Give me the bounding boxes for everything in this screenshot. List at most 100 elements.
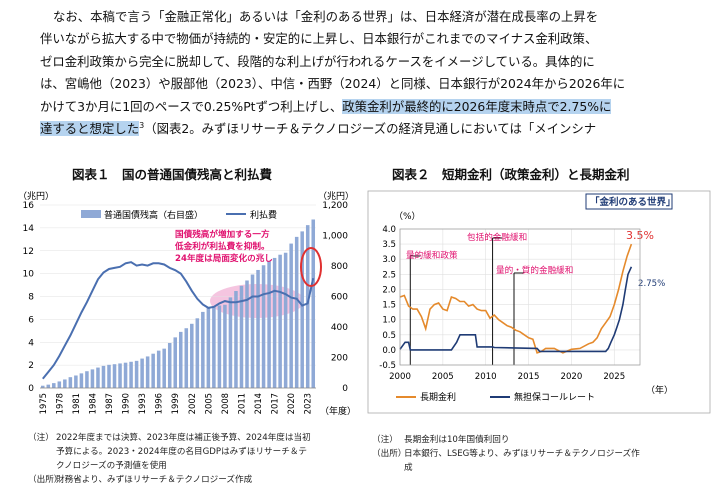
bar	[261, 265, 266, 388]
legend-bar-swatch	[81, 210, 101, 218]
y-right-tick-label: 0	[342, 384, 348, 394]
y-right-tick-label: 1,200	[322, 201, 348, 211]
y-right-tick-label: 200	[331, 354, 348, 364]
x-tick-label: 2017	[270, 393, 280, 414]
bar	[239, 285, 244, 388]
y-tick-label: 2.5	[382, 270, 396, 280]
bar	[234, 291, 238, 388]
header-box-frame	[585, 193, 673, 210]
highlighted-text[interactable]: 政策金利が最終的に2026年度末時点で2.75%に	[342, 98, 612, 114]
x-unit: （年）	[646, 384, 673, 396]
figure2-notes: （注） 長期金利は10年国債利回り （出所） 日本銀行、LSEG等より、みずほリサー…	[372, 433, 712, 475]
y-left-tick-label: 0	[28, 384, 34, 394]
header-box[interactable]: 「金利のある世界」	[585, 193, 676, 210]
plot-frame	[399, 228, 641, 366]
y-tick-label: 4.0	[382, 225, 396, 235]
x-tick-label: 1990	[121, 393, 131, 414]
note-tag: （出所）	[372, 449, 407, 459]
x-tick-label: 2005	[203, 393, 213, 414]
x-tick-label: 1975	[38, 393, 48, 414]
footnote-ref[interactable]: 3	[139, 120, 145, 130]
note-text: 予算による。2023・2024年度の名目GDPはみずほリサーチ＆テ	[56, 447, 308, 457]
x-tick-label: 2005	[432, 372, 454, 382]
bar	[134, 360, 139, 388]
note-text: 財務省より、みずほリサーチ＆テクノロジーズ作成	[56, 475, 253, 485]
bar	[228, 297, 233, 388]
x-tick-label: 2008	[220, 393, 230, 414]
figure1-chart: （兆円） （兆円） （年度） 普通国債残高（右目盛） 利払費 国債残高が増加する…	[18, 191, 356, 417]
bar	[278, 254, 282, 388]
bar	[300, 231, 304, 388]
paragraph-line: 達すると想定した3（図表2。みずほリサーチ＆テクノロジーズの経済見通しにおいては…	[40, 118, 690, 140]
y-left-tick-label: 12	[23, 247, 34, 257]
bar	[167, 343, 172, 388]
figure2-chart: 「金利のある世界」 （%） （年） 量的緩和政策 包括的金融緩和 量的・質的金融…	[367, 190, 711, 414]
bar	[289, 243, 293, 388]
bar	[212, 306, 216, 388]
note-text: 日本銀行、LSEG等より、みずほリサーチ＆テクノロジーズ作	[404, 449, 640, 459]
paragraph-line: かけて3か月に1回のペースで0.25%Ptずつ利上げし、政策金利が最終的に202…	[40, 96, 690, 118]
bar	[311, 219, 316, 388]
bar	[223, 304, 227, 388]
header-box-label: 「金利のある世界」	[590, 196, 676, 208]
y-tick-label: 0.5	[382, 331, 396, 341]
y-left-tick-label: 4	[28, 338, 34, 348]
bar	[151, 353, 155, 388]
y-right-tick-label: 1,000	[322, 232, 348, 242]
note-tag: （注）	[28, 433, 54, 443]
bar	[74, 375, 78, 388]
y-right-tick-label: 800	[331, 262, 348, 272]
x-tick-label: 1978	[54, 393, 64, 414]
note-tag	[28, 459, 56, 473]
x-tick-label: 2020	[560, 372, 582, 382]
bar	[195, 318, 200, 388]
paragraph-text: かけて3か月に1回のペースで0.25%Ptずつ利上げし、	[40, 98, 343, 114]
highlighted-text[interactable]: 達すると想定した	[40, 120, 140, 136]
figure2-title: 図表２ 短期金利（政策金利）と長期金利	[392, 167, 630, 182]
bar	[173, 337, 178, 388]
bar	[101, 365, 106, 388]
y-left-tick-label: 2	[28, 361, 34, 371]
bar	[129, 361, 133, 388]
x-tick-label: 1987	[104, 393, 114, 414]
y-left-tick-label: 10	[23, 270, 35, 280]
y-left-tick-label: 14	[23, 224, 35, 234]
paragraph-text: （図表2。みずほリサーチ＆テクノロジーズの経済見通しにおいては「メインシナ	[144, 120, 597, 136]
bar	[256, 269, 260, 388]
y-unit: （%）	[394, 211, 421, 222]
bar	[79, 373, 84, 388]
figure1-notes: （注） 2022年度までは決算、2023年度は補正後予算、2024年度は当初 予算…	[28, 431, 353, 487]
y-tick-label: 1.5	[382, 301, 396, 311]
note-text: 成	[404, 463, 413, 473]
label-qe: 量的緩和政策	[406, 249, 458, 261]
long-rate-line	[399, 243, 633, 354]
y-right-tick-label: 600	[331, 293, 348, 303]
legend-bar-label: 普通国債残高（右目盛）	[104, 209, 203, 221]
note-text: 2022年度までは決算、2023年度は補正後予算、2024年度は当初	[56, 433, 311, 443]
y-tick-label: 2.0	[382, 285, 396, 295]
bar	[217, 305, 222, 388]
y-tick-label: 1.0	[382, 316, 396, 326]
bar	[112, 364, 117, 388]
bar	[294, 236, 299, 388]
y-left-tick-label: 16	[23, 201, 35, 211]
bar	[190, 323, 194, 388]
note-tag	[28, 445, 56, 459]
bar	[267, 261, 271, 388]
figure1-title: 図表１ 国の普通国債残高と利払費	[72, 167, 273, 182]
x-tick-label: 2025	[603, 372, 625, 382]
x-tick-label: 1984	[87, 393, 97, 414]
bar	[305, 225, 310, 388]
y-right-tick-label: 400	[331, 323, 348, 333]
bar	[145, 356, 150, 388]
bar	[57, 381, 62, 388]
y-left-tick-label: 8	[28, 293, 34, 303]
x-tick-label: 2000	[389, 372, 411, 382]
bar	[201, 311, 205, 388]
y-left-tick-label: 6	[28, 315, 34, 325]
bar	[184, 328, 189, 388]
bar	[140, 358, 144, 388]
call-rate-line	[399, 266, 633, 353]
legend-short-label: 無担保コールレート	[514, 391, 595, 403]
legend: 普通国債残高（右目盛） 利払費	[81, 209, 277, 221]
